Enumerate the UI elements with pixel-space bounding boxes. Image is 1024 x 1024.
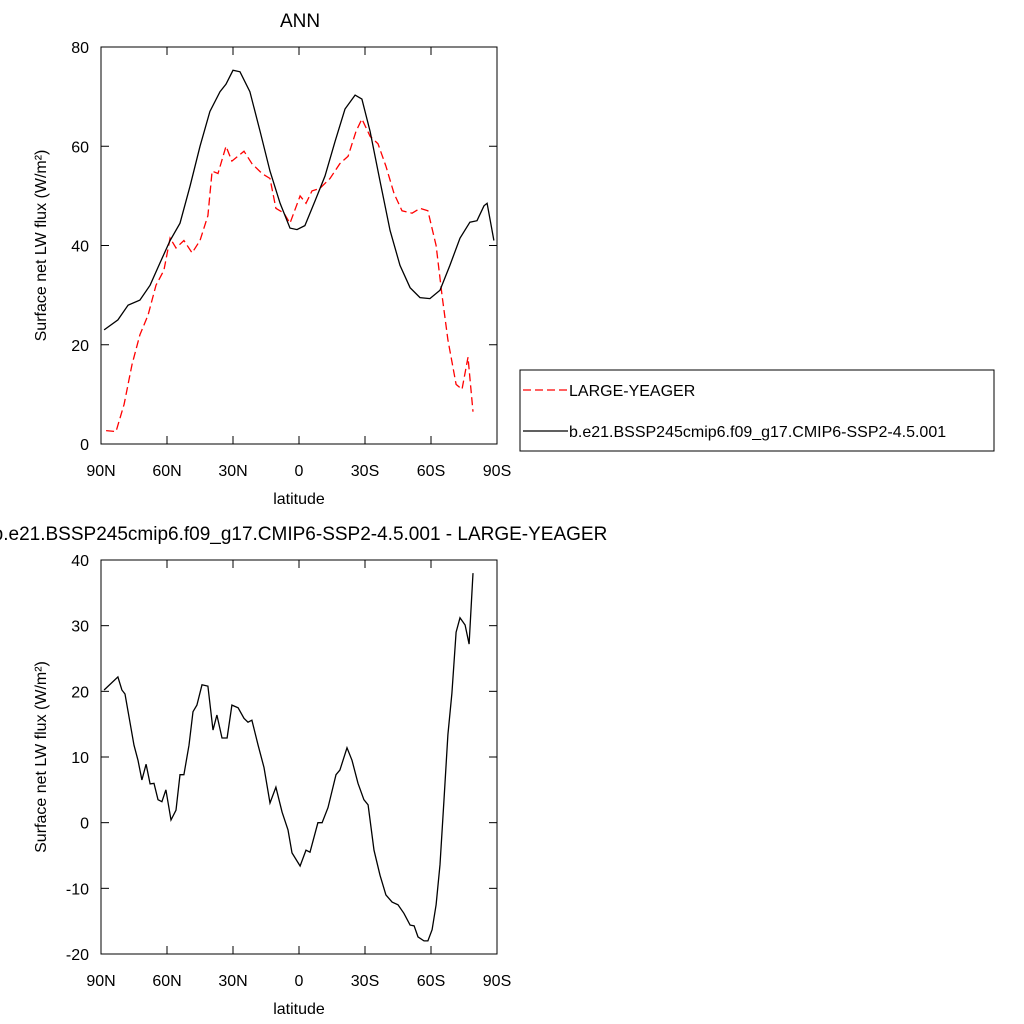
x-tick-label: 60N bbox=[152, 463, 181, 480]
y-tick-label: 20 bbox=[71, 684, 89, 701]
y-tick-label: 20 bbox=[71, 338, 89, 355]
x-tick-label: 0 bbox=[295, 973, 304, 990]
x-axis-label: latitude bbox=[273, 491, 325, 508]
data-line bbox=[103, 69, 495, 331]
x-tick-label: 90N bbox=[86, 973, 115, 990]
y-axis-label: Surface net LW flux (W/m²) bbox=[33, 661, 50, 853]
data-line bbox=[103, 573, 474, 942]
x-tick-label: 60S bbox=[417, 973, 445, 990]
x-tick-label: 0 bbox=[295, 463, 304, 480]
y-tick-label: -20 bbox=[66, 947, 89, 964]
x-tick-label: 60N bbox=[152, 973, 181, 990]
x-tick-label: 30S bbox=[351, 463, 379, 480]
chart-title: ANN bbox=[280, 11, 320, 32]
legend-box bbox=[519, 369, 995, 452]
y-axis-label: Surface net LW flux (W/m²) bbox=[33, 150, 50, 342]
plot-frame bbox=[100, 46, 498, 445]
chart-title: b.e21.BSSP245cmip6.f09_g17.CMIP6-SSP2-4.… bbox=[0, 524, 607, 545]
legend-label: LARGE-YEAGER bbox=[569, 383, 695, 400]
x-tick-label: 90N bbox=[86, 463, 115, 480]
y-tick-label: 60 bbox=[71, 139, 89, 156]
y-tick-label: 10 bbox=[71, 750, 89, 767]
x-tick-label: 30N bbox=[218, 463, 247, 480]
y-tick-label: 40 bbox=[71, 239, 89, 256]
y-tick-label: 40 bbox=[71, 553, 89, 570]
x-axis-label: latitude bbox=[273, 1001, 325, 1018]
x-tick-label: 60S bbox=[417, 463, 445, 480]
y-tick-label: 0 bbox=[80, 816, 89, 833]
x-tick-label: 30N bbox=[218, 973, 247, 990]
data-line bbox=[106, 117, 474, 433]
legend-label: b.e21.BSSP245cmip6.f09_g17.CMIP6-SSP2-4.… bbox=[569, 424, 946, 441]
y-tick-label: 0 bbox=[80, 437, 89, 454]
y-tick-label: -10 bbox=[66, 881, 89, 898]
x-tick-label: 90S bbox=[483, 463, 511, 480]
x-tick-label: 90S bbox=[483, 973, 511, 990]
y-tick-label: 30 bbox=[71, 619, 89, 636]
x-tick-label: 30S bbox=[351, 973, 379, 990]
y-tick-label: 80 bbox=[71, 40, 89, 57]
